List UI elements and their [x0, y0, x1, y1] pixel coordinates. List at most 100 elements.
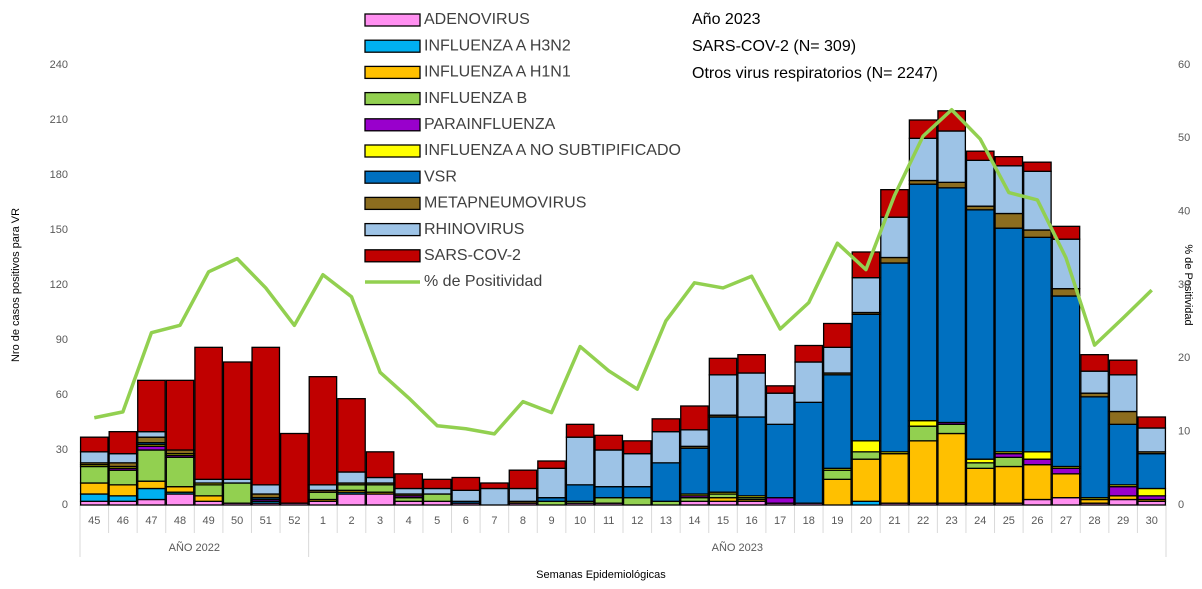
bar-segment — [908, 425, 938, 442]
bar-segment — [737, 354, 766, 374]
bar-segment — [994, 156, 1024, 167]
bar-segment — [965, 159, 995, 207]
annotation: Año 2023 — [692, 11, 761, 28]
bar-segment — [279, 432, 309, 504]
bar-segment — [651, 418, 681, 433]
bar-segment — [708, 416, 738, 493]
x-tick-label: 24 — [974, 515, 986, 527]
bar-segment — [765, 385, 795, 394]
bar-segment — [937, 187, 967, 424]
y-tick-label: 30 — [56, 444, 68, 456]
bar-segment — [308, 491, 338, 501]
annotation: Otros virus respiratorios (N= 2247) — [692, 65, 938, 82]
x-tick-label: 11 — [603, 515, 614, 527]
bar-segment — [565, 436, 595, 486]
bar-segment — [1108, 423, 1138, 486]
bar-segment — [1051, 497, 1081, 506]
bar-segment — [308, 484, 338, 491]
bar-segment — [337, 493, 366, 506]
bar-segment — [851, 458, 881, 502]
bar-segment — [594, 434, 624, 451]
bar-segment — [622, 453, 652, 488]
bar-segment — [994, 456, 1024, 468]
bar-segment — [651, 462, 681, 502]
bar-segment — [394, 473, 424, 490]
bar-segment — [137, 480, 166, 490]
bar-segment — [1023, 464, 1052, 501]
x-tick-label: 45 — [88, 515, 100, 527]
bar-segment — [79, 451, 109, 464]
legend-label: VSR — [424, 168, 457, 185]
bar-segment — [1023, 161, 1052, 172]
bar-segment — [165, 486, 195, 493]
bar-segment — [451, 476, 481, 491]
bar-segment — [194, 495, 223, 502]
bar-segment — [108, 453, 138, 464]
x-tick-label: 6 — [463, 515, 469, 527]
legend-label: INFLUENZA A NO SUBTIPIFICADO — [424, 142, 681, 159]
bar-segment — [851, 313, 881, 442]
x-tick-label: 8 — [520, 515, 526, 527]
legend-swatch — [364, 13, 421, 27]
bar-segment — [337, 484, 366, 491]
y-tick-label: 240 — [50, 59, 68, 71]
x-tick-label: 10 — [574, 515, 586, 527]
bar-segment — [822, 322, 852, 348]
legend-label: SARS-COV-2 — [424, 247, 521, 264]
bar-segment — [794, 361, 824, 403]
bar-segment — [165, 379, 195, 451]
bar-segment — [765, 392, 795, 425]
bar-segment — [565, 484, 595, 502]
bar-segment — [308, 376, 338, 486]
bar-segment — [880, 262, 909, 453]
bar-segment — [1080, 396, 1109, 499]
bar-segment — [1023, 498, 1052, 506]
bar-segment — [994, 227, 1024, 453]
y-tick-label: 210 — [50, 114, 68, 126]
x-tick-label: 50 — [231, 515, 243, 527]
bar-segment — [1023, 451, 1052, 460]
legend-swatch — [364, 170, 421, 184]
bar-segment — [965, 462, 995, 469]
bar-segment — [908, 440, 938, 504]
legend-label: METAPNEUMOVIRUS — [424, 195, 586, 212]
legend-swatch — [364, 144, 421, 158]
bar-segment — [651, 431, 681, 464]
bar-segment — [680, 447, 709, 495]
bar-segment — [137, 498, 166, 506]
x-tick-label: 12 — [631, 515, 643, 527]
bar-segment — [851, 277, 881, 314]
bar-segment — [194, 484, 223, 497]
bar-segment — [908, 137, 938, 182]
bar-segment — [1108, 359, 1138, 376]
legend-label: INFLUENZA B — [424, 90, 527, 107]
x-tick-label: 22 — [917, 515, 929, 527]
bar-segment — [1137, 416, 1167, 429]
bar-segment — [1137, 453, 1167, 490]
bar-segment — [137, 379, 166, 433]
x-tick-label: 46 — [117, 515, 129, 527]
bar-segment — [222, 482, 252, 504]
bar-segment — [594, 486, 624, 499]
y-tick-label: 0 — [62, 499, 68, 511]
bar-segment — [137, 436, 166, 444]
bar-segment — [165, 493, 195, 506]
bar-segment — [822, 374, 852, 469]
bar-segment — [1137, 487, 1167, 497]
x-tick-label: 20 — [860, 515, 872, 527]
bar-segment — [137, 449, 166, 482]
y2-tick-label: 50 — [1178, 132, 1190, 144]
legend-swatch — [364, 196, 421, 211]
x-tick-label: 14 — [688, 515, 700, 527]
bar-segment — [337, 398, 366, 473]
x-tick-label: 30 — [1146, 515, 1158, 527]
x-tick-label: 23 — [946, 515, 958, 527]
y2-tick-label: 10 — [1178, 426, 1190, 438]
legend-label: PARAINFLUENZA — [424, 116, 556, 133]
x-tick-label: 5 — [434, 515, 440, 527]
x-tick-label: 15 — [717, 515, 729, 527]
x-tick-label: 26 — [1031, 515, 1043, 527]
x-tick-label: 49 — [202, 515, 214, 527]
y-tick-label: 180 — [50, 169, 68, 181]
bar-segment — [1108, 410, 1138, 425]
